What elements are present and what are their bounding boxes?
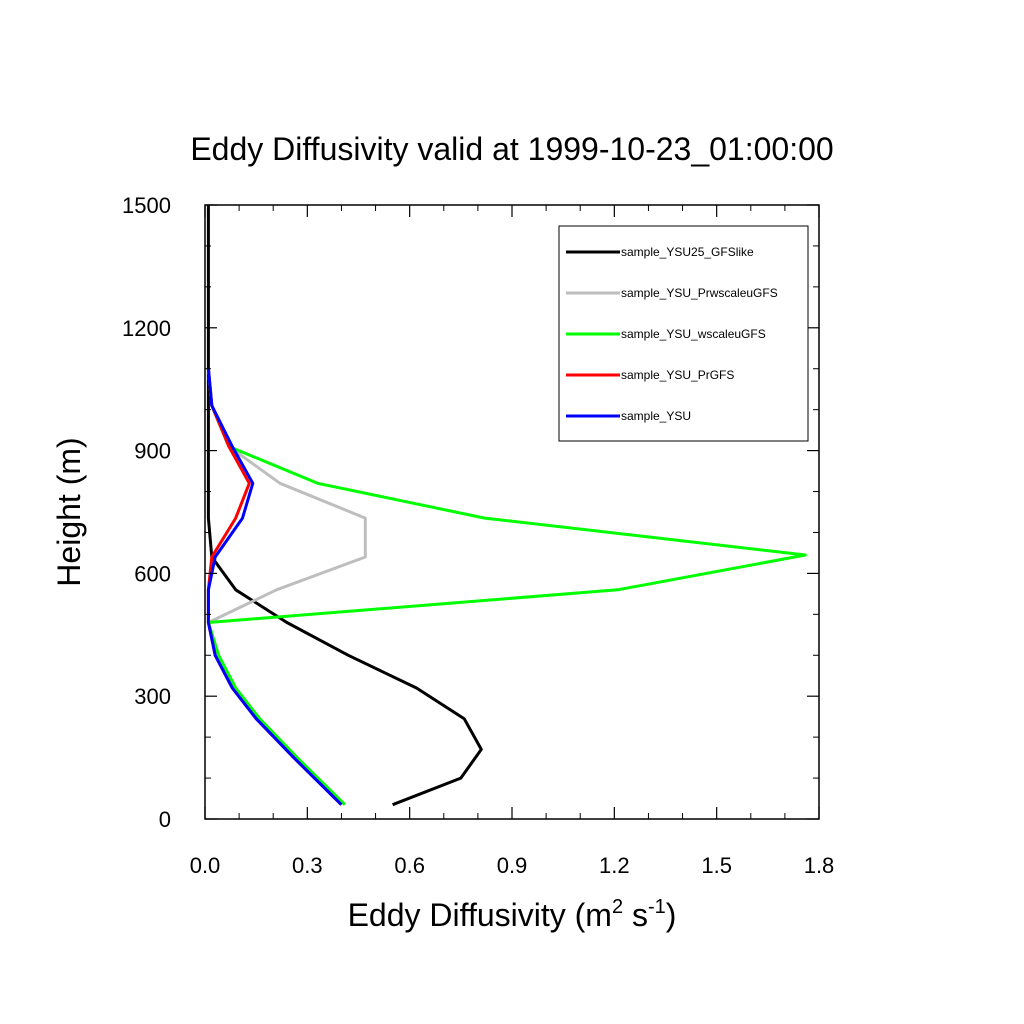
x-tick-label: 0.9 <box>497 853 528 878</box>
series-line-5 <box>206 368 343 806</box>
legend-label-2: sample_YSU_PrwscaleuGFS <box>621 286 778 300</box>
legend-label-3: sample_YSU_wscaleuGFS <box>621 327 766 341</box>
y-tick-label: 1200 <box>122 316 171 341</box>
x-tick-label: 1.2 <box>599 853 630 878</box>
series-layer <box>206 205 807 807</box>
y-tick-label: 600 <box>134 561 171 586</box>
legend-label-4: sample_YSU_PrGFS <box>621 368 734 382</box>
x-tick-label: 1.5 <box>701 853 732 878</box>
x-tick-label: 0.6 <box>394 853 425 878</box>
x-axis-label: Eddy Diffusivity (m2 s-1) <box>348 896 677 933</box>
ticks-layer: 0.0 0.3 0.6 0.9 1.2 1.5 1.8 0 300 600 900 1200 1500 <box>122 193 834 878</box>
y-tick-label: 900 <box>134 439 171 464</box>
legend: sample_YSU25_GFSlike sample_YSU_Prwscaleu… <box>558 225 809 442</box>
x-tick-label: 1.8 <box>804 853 835 878</box>
x-axis-label-base: Eddy Diffusivity (m <box>348 897 612 933</box>
y-tick-label: 300 <box>134 684 171 709</box>
chart-title: Eddy Diffusivity valid at 1999-10-23_01:… <box>190 131 833 167</box>
legend-label-5: sample_YSU <box>621 409 691 423</box>
y-tick-label: 0 <box>159 807 171 832</box>
x-axis-label-sup1: 2 <box>612 896 623 918</box>
series-line-1 <box>206 205 483 807</box>
x-axis-label-end: ) <box>666 897 677 933</box>
y-axis-label: Height (m) <box>51 437 87 586</box>
x-axis-label-sup2: -1 <box>648 896 666 918</box>
y-tick-label: 1500 <box>122 193 171 218</box>
legend-label-1: sample_YSU25_GFSlike <box>621 245 754 259</box>
x-tick-label: 0.3 <box>292 853 323 878</box>
x-axis-label-mid: s <box>623 897 648 933</box>
x-tick-label: 0.0 <box>190 853 221 878</box>
